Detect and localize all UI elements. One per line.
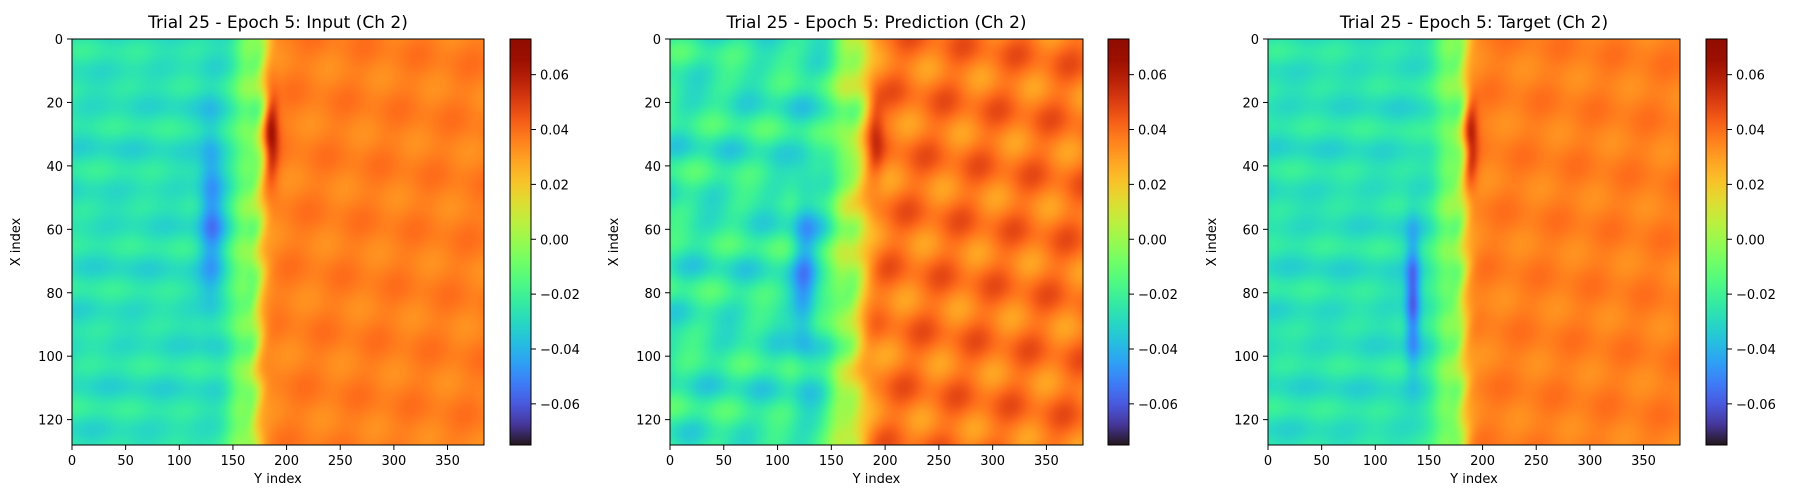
y-axis-label: X index (1205, 217, 1220, 266)
colorbar-tick-label: 0.06 (1138, 69, 1167, 84)
colorbar-tick-label: 0.02 (540, 178, 569, 193)
colorbar-tick-label: 0.04 (540, 124, 569, 139)
y-tick-label: 40 (1242, 160, 1259, 175)
colorbar-tick-label: −0.02 (1138, 288, 1178, 303)
colorbar-tick-label: 0.04 (1138, 124, 1167, 139)
plot-frame (1267, 38, 1681, 446)
y-tick-label: 0 (1251, 33, 1259, 48)
chart-title: Trial 25 - Epoch 5: Input (Ch 2) (147, 13, 408, 33)
y-tick-label: 40 (46, 160, 63, 175)
colorbar-tick-label: 0.02 (1138, 178, 1167, 193)
x-tick-label: 350 (435, 454, 460, 469)
x-tick-label: 0 (1264, 454, 1272, 469)
plot-frame (669, 38, 1084, 446)
colorbar-tick-label: 0.00 (1736, 233, 1765, 248)
x-tick-label: 150 (221, 454, 246, 469)
x-tick-label: 100 (167, 454, 192, 469)
colorbar-tick-label: −0.02 (540, 288, 580, 303)
colorbar (1107, 38, 1130, 446)
y-tick-label: 20 (46, 96, 63, 111)
x-tick-label: 50 (716, 454, 733, 469)
colorbar-tick-label: −0.06 (540, 398, 580, 413)
chart-title: Trial 25 - Epoch 5: Prediction (Ch 2) (725, 13, 1026, 33)
colorbar-tick-label: −0.06 (1736, 398, 1776, 413)
colorbar-tick-label: −0.02 (1736, 288, 1776, 303)
x-axis-label: Y index (253, 472, 302, 487)
x-tick-label: 250 (926, 454, 951, 469)
y-tick-label: 80 (644, 287, 661, 302)
colorbar-tick-label: 0.04 (1736, 124, 1765, 139)
y-axis-label: X index (9, 217, 24, 266)
y-tick-label: 0 (653, 33, 661, 48)
y-tick-label: 100 (1234, 350, 1259, 365)
x-tick-label: 50 (1313, 454, 1330, 469)
colorbar-tick-label: −0.04 (1736, 343, 1776, 358)
x-tick-label: 200 (873, 454, 898, 469)
y-tick-label: 60 (46, 223, 63, 238)
x-tick-label: 100 (1363, 454, 1388, 469)
y-tick-label: 120 (38, 414, 63, 429)
x-tick-label: 150 (819, 454, 844, 469)
x-tick-label: 200 (274, 454, 299, 469)
x-axis-label: Y index (1449, 472, 1498, 487)
plot-frame (71, 38, 485, 446)
x-tick-label: 50 (117, 454, 134, 469)
chart-title: Trial 25 - Epoch 5: Target (Ch 2) (1339, 13, 1608, 33)
y-tick-label: 0 (55, 33, 63, 48)
x-tick-label: 0 (68, 454, 76, 469)
heatmap-image (670, 39, 1083, 445)
y-tick-label: 80 (46, 287, 63, 302)
y-tick-label: 20 (644, 96, 661, 111)
x-tick-label: 250 (328, 454, 353, 469)
x-tick-label: 350 (1034, 454, 1059, 469)
colorbar-tick-label: −0.04 (540, 343, 580, 358)
colorbar (1705, 38, 1728, 446)
y-tick-label: 60 (1242, 223, 1259, 238)
x-tick-label: 350 (1631, 454, 1656, 469)
colorbar-tick-label: −0.04 (1138, 343, 1178, 358)
y-tick-label: 100 (38, 350, 63, 365)
colorbar-tick-label: 0.00 (1138, 233, 1167, 248)
y-tick-label: 20 (1242, 96, 1259, 111)
colorbar-tick-label: 0.02 (1736, 178, 1765, 193)
x-tick-label: 300 (381, 454, 406, 469)
colorbar (509, 38, 532, 446)
y-tick-label: 80 (1242, 287, 1259, 302)
x-tick-label: 300 (980, 454, 1005, 469)
y-tick-label: 100 (636, 350, 661, 365)
colorbar-tick-label: −0.06 (1138, 398, 1178, 413)
y-tick-label: 60 (644, 223, 661, 238)
y-tick-label: 120 (636, 414, 661, 429)
heatmap-image (1268, 39, 1680, 445)
x-tick-label: 200 (1470, 454, 1495, 469)
x-tick-label: 0 (666, 454, 674, 469)
x-tick-label: 300 (1577, 454, 1602, 469)
colorbar-tick-label: 0.00 (540, 233, 569, 248)
y-axis-label: X index (607, 217, 622, 266)
colorbar-tick-label: 0.06 (1736, 69, 1765, 84)
x-axis-label: Y index (852, 472, 901, 487)
y-tick-label: 120 (1234, 414, 1259, 429)
x-tick-label: 250 (1524, 454, 1549, 469)
y-tick-label: 40 (644, 160, 661, 175)
x-tick-label: 100 (765, 454, 790, 469)
colorbar-tick-label: 0.06 (540, 69, 569, 84)
heatmap-image (72, 39, 484, 445)
x-tick-label: 150 (1417, 454, 1442, 469)
